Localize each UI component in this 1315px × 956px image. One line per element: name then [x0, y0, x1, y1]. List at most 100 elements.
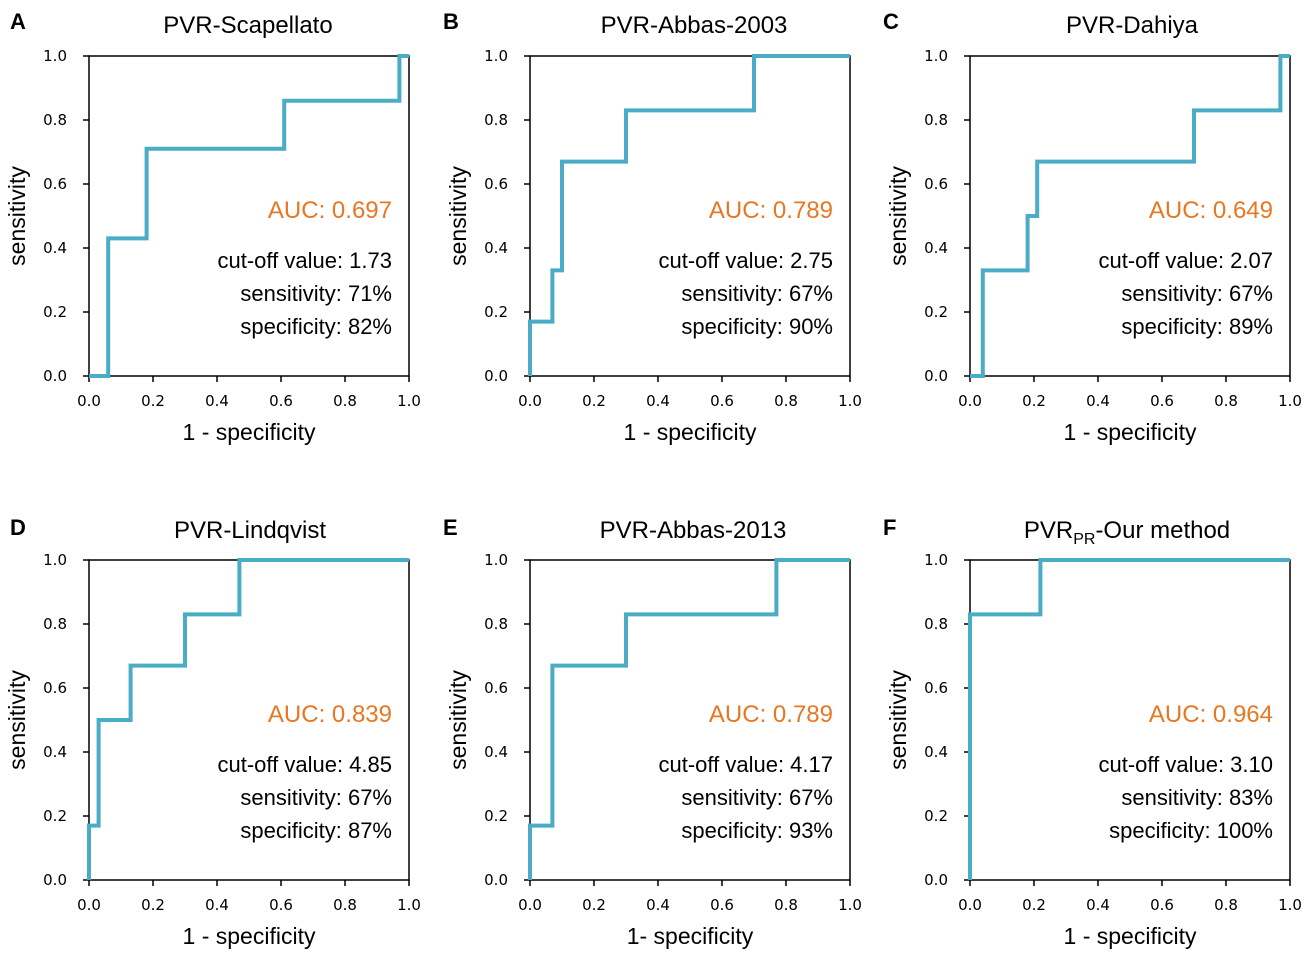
y-axis-label: sensitivity — [885, 166, 911, 266]
x-tick-label: 0.6 — [710, 896, 734, 914]
x-axis-label: 1 - specificity — [1064, 923, 1197, 949]
x-axis-label: 1 - specificity — [183, 419, 316, 445]
specificity-label: specificity: 93% — [681, 818, 833, 843]
x-tick-label: 0.0 — [518, 392, 542, 410]
y-tick-label: 0.8 — [484, 111, 508, 129]
x-tick-label: 0.8 — [1214, 392, 1238, 410]
panel-letter: F — [883, 515, 896, 540]
panel-title: PVR-Lindqvist — [174, 517, 326, 544]
roc-curve-line — [89, 54, 409, 378]
x-tick-label: 1.0 — [838, 896, 862, 914]
x-tick-label: 0.4 — [205, 896, 229, 914]
y-tick-label: 0.6 — [924, 175, 948, 193]
y-tick-label: 0.0 — [43, 367, 67, 385]
panel-B: B PVR-Abbas-2003 0.0 0.2 0.4 0.6 0.8 1.0 0.0 0.2 0… — [443, 9, 862, 445]
y-tick-label: 0.2 — [484, 303, 508, 321]
y-axis-label: sensitivity — [445, 670, 471, 770]
title-main: PVR-Lindqvist — [174, 517, 326, 544]
y-tick-label: 0.4 — [484, 743, 508, 761]
x-tick-label: 0.6 — [1150, 896, 1174, 914]
x-tick-label: 0.0 — [77, 896, 101, 914]
specificity-label: specificity: 87% — [240, 818, 392, 843]
panel-letter: E — [443, 515, 458, 540]
x-tick-label: 0.8 — [333, 896, 357, 914]
cutoff-label: cut-off value: 4.85 — [218, 752, 393, 777]
x-tick-label: 0.2 — [141, 896, 165, 914]
x-tick-label: 0.2 — [1022, 896, 1046, 914]
panel-letter: A — [10, 9, 26, 34]
title-main: PVR — [1024, 517, 1073, 544]
panel-letter: B — [443, 9, 459, 34]
x-tick-label: 0.2 — [1022, 392, 1046, 410]
roc-curve-line — [87, 558, 409, 880]
x-tick-label: 0.6 — [710, 392, 734, 410]
x-tick-label: 0.8 — [333, 392, 357, 410]
panel-title: PVR-Scapellato — [163, 12, 332, 39]
y-tick-label: 0.8 — [43, 615, 67, 633]
panel-D: D PVR-Lindqvist 0.0 0.2 0.4 0.6 0.8 1.0 0.0 0.2 0.… — [4, 515, 421, 949]
x-tick-label: 0.8 — [774, 392, 798, 410]
x-tick-label: 1.0 — [397, 392, 421, 410]
y-tick-label: 0.2 — [43, 303, 67, 321]
cutoff-label: cut-off value: 4.17 — [659, 752, 834, 777]
y-tick-label: 0.2 — [43, 807, 67, 825]
x-tick-label: 1.0 — [838, 392, 862, 410]
y-axis-label: sensitivity — [885, 670, 911, 770]
panel-title: PVRPR-Our method — [1024, 517, 1230, 548]
y-tick-label: 0.6 — [484, 679, 508, 697]
title-suffix: -Our method — [1095, 517, 1230, 544]
x-axis-label: 1 - specificity — [1064, 419, 1197, 445]
panel-letter: D — [10, 515, 26, 540]
roc-curve-line — [528, 54, 850, 376]
y-tick-label: 0.4 — [43, 743, 67, 761]
auc-label: AUC: 0.789 — [709, 197, 833, 224]
sensitivity-label: sensitivity: 71% — [240, 281, 392, 306]
y-tick-label: 0.4 — [924, 743, 948, 761]
panel-title: PVR-Abbas-2003 — [601, 12, 788, 39]
plot-frame — [88, 55, 410, 377]
x-tick-label: 0.2 — [582, 392, 606, 410]
x-tick-label: 0.6 — [269, 896, 293, 914]
y-tick-label: 0.4 — [43, 239, 67, 257]
x-axis-label: 1- specificity — [627, 923, 754, 949]
cutoff-label: cut-off value: 3.10 — [1099, 752, 1274, 777]
plot-frame — [969, 55, 1291, 377]
y-tick-label: 1.0 — [484, 551, 508, 569]
y-tick-label: 1.0 — [43, 551, 67, 569]
x-tick-label: 0.4 — [1086, 392, 1110, 410]
specificity-label: specificity: 90% — [681, 314, 833, 339]
y-tick-label: 1.0 — [484, 47, 508, 65]
panel-title: PVR-Abbas-2013 — [600, 517, 787, 544]
title-main: PVR-Abbas-2003 — [601, 12, 788, 39]
x-tick-label: 0.0 — [77, 392, 101, 410]
specificity-label: specificity: 82% — [240, 314, 392, 339]
y-tick-label: 0.2 — [924, 807, 948, 825]
x-tick-label: 0.4 — [1086, 896, 1110, 914]
x-tick-label: 1.0 — [397, 896, 421, 914]
y-tick-label: 0.0 — [924, 367, 948, 385]
x-tick-label: 1.0 — [1278, 896, 1302, 914]
title-main: PVR-Scapellato — [163, 12, 332, 39]
x-tick-label: 0.4 — [205, 392, 229, 410]
x-tick-label: 0.2 — [582, 896, 606, 914]
plot-frame — [529, 559, 851, 881]
y-axis-label: sensitivity — [4, 670, 30, 770]
roc-curve-line — [528, 558, 850, 880]
x-axis-label: 1 - specificity — [624, 419, 757, 445]
y-tick-label: 0.0 — [43, 871, 67, 889]
x-tick-label: 0.0 — [958, 896, 982, 914]
y-axis-label: sensitivity — [445, 166, 471, 266]
y-tick-label: 0.8 — [484, 615, 508, 633]
x-tick-label: 0.8 — [774, 896, 798, 914]
cutoff-label: cut-off value: 2.07 — [1099, 248, 1274, 273]
x-tick-label: 0.6 — [1150, 392, 1174, 410]
x-tick-label: 0.6 — [269, 392, 293, 410]
specificity-label: specificity: 100% — [1109, 818, 1273, 843]
y-tick-label: 1.0 — [43, 47, 67, 65]
panel-F: F PVRPR-Our method 0.0 0.2 0.4 0.6 0.8 1.0 0.0 0.… — [883, 515, 1302, 949]
y-tick-label: 0.6 — [924, 679, 948, 697]
y-tick-label: 1.0 — [924, 551, 948, 569]
y-tick-label: 0.8 — [924, 615, 948, 633]
auc-label: AUC: 0.839 — [268, 701, 392, 728]
